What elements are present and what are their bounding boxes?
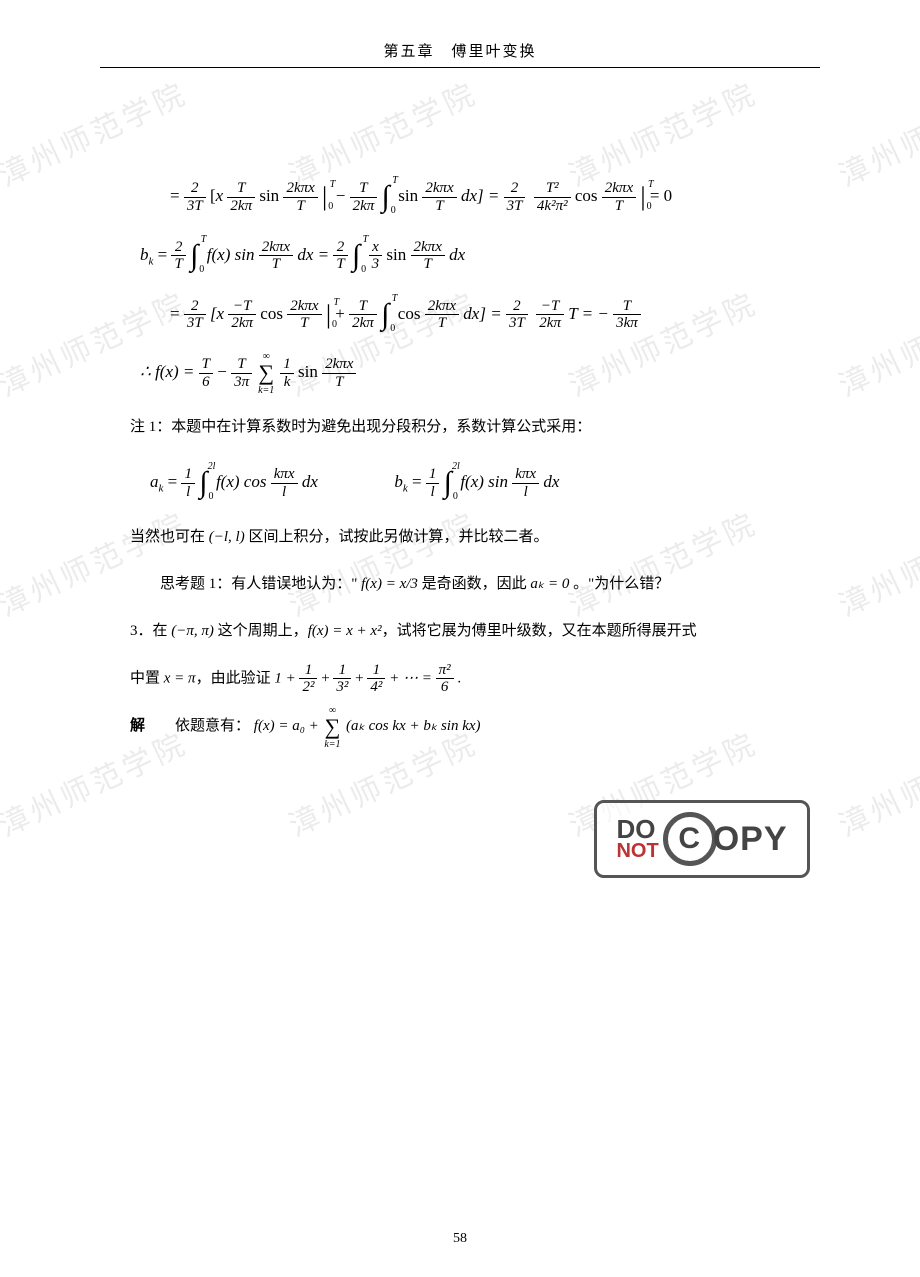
solution-line: 解 依题意有： f(x) = a₀ + ∑∞k=1 (aₖ cos kx + b… — [130, 710, 820, 743]
equation-2: bk = 2T ∫T0 f(x) sin 2kπxT dx = 2T ∫T0 x… — [140, 235, 820, 276]
do-not-copy-stamp: DO NOT COPY — [594, 800, 810, 878]
watermark: 漳州师范学院 — [560, 499, 763, 625]
equation-4: ∴ f(x) = T6 − T3π ∑∞k=1 1k sin 2kπxT — [140, 352, 820, 393]
paragraph-thinking: 思考题 1：有人错误地认为：" f(x) = x/3 是奇函数，因此 aₖ = … — [160, 568, 820, 601]
watermark: 漳州师范学院 — [830, 719, 920, 845]
page: 漳州师范学院 漳州师范学院 漳州师范学院 漳州师范学院 漳州师范学院 漳州师范学… — [0, 0, 920, 1277]
problem-3-line1: 3．在 (−π, π) 这个周期上，f(x) = x + x²，试将它展为傅里叶… — [130, 615, 820, 648]
watermark: 漳州师范学院 — [830, 69, 920, 195]
watermark: 漳州师范学院 — [280, 499, 483, 625]
page-header: 第五章 傅里叶变换 — [100, 40, 820, 68]
equation-1: = 23T [x T2kπ sin 2kπxT |T0 − T2kπ ∫T0 s… — [170, 176, 820, 217]
problem-3-line2: 中置 x = π，由此验证 1 + 12² + 13² + 14² + ⋯ = … — [130, 662, 820, 696]
watermark: 漳州师范学院 — [0, 499, 194, 625]
stamp-do: DO — [616, 817, 658, 842]
watermark: 漳州师范学院 — [830, 499, 920, 625]
equation-5: ak = 1l ∫2l0 f(x) cos kπxl dx bk = 1l ∫2… — [150, 462, 820, 503]
equation-3: = 23T [x −T2kπ cos 2kπxT |T0 + T2kπ ∫T0 … — [170, 294, 820, 335]
paragraph-interval: 当然也可在 (−l, l) 区间上积分，试按此另做计算，并比较二者。 — [130, 521, 820, 554]
page-number: 58 — [0, 1231, 920, 1247]
stamp-copy: COPY — [663, 812, 788, 866]
note-1: 注 1：本题中在计算系数时为避免出现分段积分，系数计算公式采用： — [130, 411, 820, 444]
stamp-not: NOT — [616, 842, 658, 861]
watermark: 漳州师范学院 — [830, 279, 920, 405]
